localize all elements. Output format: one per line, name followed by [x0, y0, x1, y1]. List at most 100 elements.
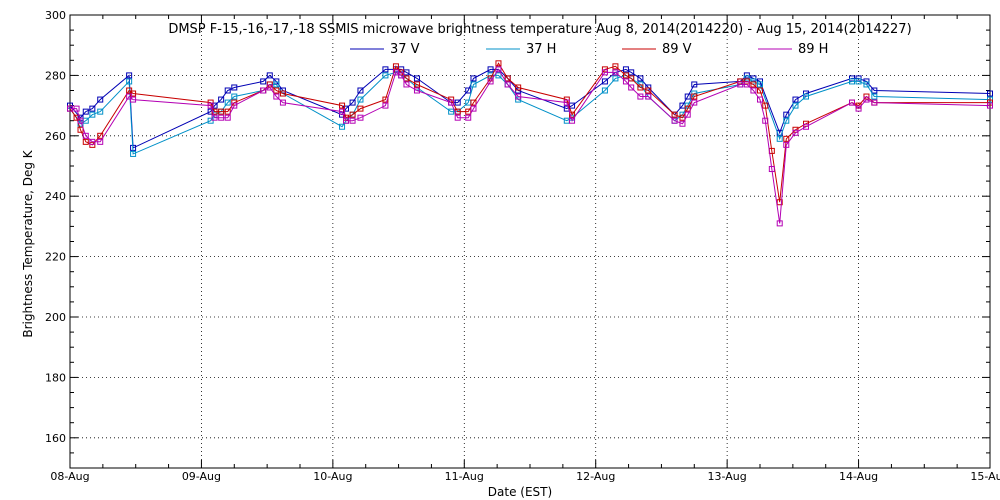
series-line — [69, 68, 991, 149]
data-point — [637, 75, 644, 82]
data-point — [470, 81, 477, 88]
data-point — [762, 117, 769, 124]
data-point — [871, 87, 878, 94]
data-point — [987, 99, 993, 106]
data-point — [89, 138, 96, 145]
data-point — [224, 108, 231, 115]
data-point — [403, 75, 410, 82]
data-point — [783, 111, 790, 118]
data-point — [73, 105, 80, 112]
data-point — [495, 66, 502, 73]
data-point — [448, 108, 455, 115]
series-line — [69, 71, 991, 155]
x-tick-label: 13-Aug — [708, 470, 747, 483]
data-point — [622, 66, 629, 73]
data-point — [855, 78, 862, 85]
grid — [70, 15, 990, 468]
data-point — [743, 81, 750, 88]
data-point — [207, 117, 214, 124]
data-point — [515, 93, 522, 100]
data-point — [637, 84, 644, 91]
data-point — [211, 114, 218, 121]
data-point — [465, 108, 472, 115]
x-axis-label: Date (EST) — [488, 485, 552, 499]
data-point — [89, 105, 96, 112]
data-point — [803, 93, 809, 100]
data-point — [273, 81, 280, 88]
data-point — [757, 81, 763, 88]
data-point — [207, 108, 214, 115]
data-point — [382, 72, 389, 79]
data-point — [89, 111, 96, 118]
data-point — [357, 114, 364, 121]
data-point — [470, 105, 477, 112]
data-point — [231, 93, 238, 100]
data-point — [563, 96, 570, 103]
data-point — [343, 117, 349, 124]
data-point — [612, 63, 619, 70]
data-point — [273, 93, 280, 100]
data-point — [82, 138, 89, 145]
x-tick-label: 09-Aug — [182, 470, 221, 483]
data-point — [803, 123, 809, 130]
y-tick-label: 220 — [45, 251, 66, 264]
data-point — [563, 99, 570, 106]
data-point — [679, 114, 686, 121]
y-tick-label: 160 — [45, 432, 66, 445]
data-point — [671, 111, 678, 118]
data-point — [67, 105, 73, 112]
legend-label: 37 V — [390, 42, 420, 57]
data-point — [392, 69, 399, 76]
data-point — [487, 66, 494, 73]
data-point — [849, 99, 855, 106]
data-point — [757, 96, 763, 103]
data-point — [776, 135, 783, 142]
x-tick-label: 15-Aug — [970, 470, 1000, 483]
data-point — [504, 81, 511, 88]
x-tick-label: 08-Aug — [50, 470, 89, 483]
data-point — [349, 117, 356, 124]
data-point — [470, 99, 477, 106]
data-point — [601, 78, 608, 85]
data-point — [260, 78, 267, 85]
y-tick-label: 240 — [45, 190, 66, 203]
data-point — [382, 66, 389, 73]
x-tick-label: 10-Aug — [313, 470, 352, 483]
data-point — [691, 81, 698, 88]
x-tick-label: 14-Aug — [839, 470, 878, 483]
data-point — [863, 93, 870, 100]
data-point — [448, 99, 455, 106]
x-tick-label: 11-Aug — [445, 470, 484, 483]
data-point — [871, 99, 878, 106]
plot-frame — [69, 14, 991, 469]
y-tick-label: 180 — [45, 371, 66, 384]
data-point — [126, 72, 133, 79]
data-point — [855, 105, 862, 112]
data-point — [849, 78, 855, 85]
data-point — [413, 87, 420, 94]
data-point — [645, 87, 652, 94]
data-point — [622, 72, 629, 79]
data-point — [637, 93, 644, 100]
data-point — [77, 126, 84, 133]
data-point — [413, 75, 420, 82]
data-point — [871, 93, 878, 100]
data-point — [757, 87, 763, 94]
y-tick-label: 260 — [45, 130, 66, 143]
data-point — [515, 96, 522, 103]
data-point — [266, 84, 273, 91]
data-point — [403, 81, 410, 88]
series — [67, 60, 993, 227]
chart-title: DMSP F-15,-16,-17,-18 SSMIS microwave br… — [168, 22, 911, 37]
data-point — [783, 117, 790, 124]
y-tick-label: 300 — [45, 9, 66, 22]
data-point — [448, 96, 455, 103]
data-point — [987, 90, 993, 97]
data-point — [743, 78, 750, 85]
data-point — [130, 96, 137, 103]
data-point — [762, 102, 769, 109]
data-point — [601, 69, 608, 76]
data-point — [218, 96, 225, 103]
data-point — [628, 69, 635, 76]
